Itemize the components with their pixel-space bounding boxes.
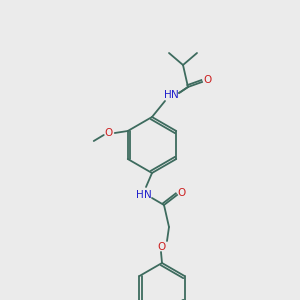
- Text: O: O: [203, 75, 211, 85]
- Text: O: O: [178, 188, 186, 198]
- Text: N: N: [171, 90, 179, 100]
- Text: H: H: [164, 90, 172, 100]
- Text: H: H: [136, 190, 144, 200]
- Text: N: N: [144, 190, 152, 200]
- Text: O: O: [158, 242, 166, 252]
- Text: O: O: [105, 128, 113, 138]
